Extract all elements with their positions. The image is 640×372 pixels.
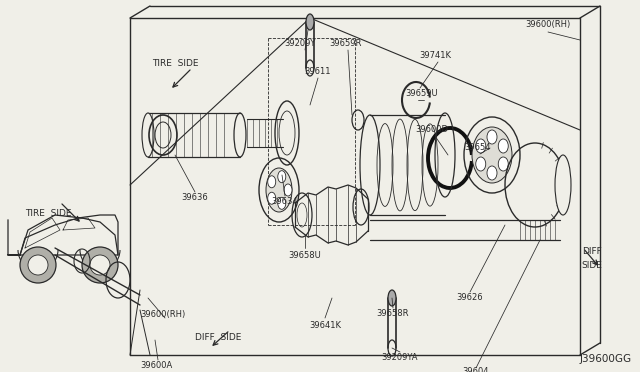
Ellipse shape — [472, 127, 512, 183]
Ellipse shape — [142, 113, 154, 157]
Text: 39654: 39654 — [465, 144, 492, 153]
Text: 39741K: 39741K — [419, 51, 451, 60]
Ellipse shape — [82, 247, 118, 283]
Text: 39600(RH): 39600(RH) — [140, 310, 186, 318]
Text: 39209YA: 39209YA — [381, 353, 419, 362]
Ellipse shape — [20, 247, 56, 283]
Text: 39636: 39636 — [182, 193, 209, 202]
Text: 39604: 39604 — [463, 368, 489, 372]
Ellipse shape — [284, 184, 292, 196]
Ellipse shape — [306, 14, 314, 30]
Text: 39209Y: 39209Y — [284, 39, 316, 48]
Ellipse shape — [266, 168, 292, 212]
Ellipse shape — [555, 155, 571, 215]
Ellipse shape — [268, 176, 276, 188]
Text: 39641K: 39641K — [309, 321, 341, 330]
Text: 39659U: 39659U — [406, 90, 438, 99]
Ellipse shape — [278, 197, 286, 209]
Ellipse shape — [388, 290, 396, 306]
Ellipse shape — [90, 255, 110, 275]
Text: 39600(RH): 39600(RH) — [525, 20, 571, 29]
Text: SIDE: SIDE — [582, 260, 602, 269]
Text: 39658R: 39658R — [377, 310, 409, 318]
Text: J39600GG: J39600GG — [580, 354, 632, 364]
Ellipse shape — [487, 166, 497, 180]
Text: TIRE  SIDE: TIRE SIDE — [25, 208, 71, 218]
Ellipse shape — [476, 139, 486, 153]
Text: 39600A: 39600A — [140, 362, 172, 371]
Text: 39626: 39626 — [457, 294, 483, 302]
Text: 39611: 39611 — [305, 67, 332, 77]
Text: DIFF: DIFF — [582, 247, 602, 257]
Text: DIFF  SIDE: DIFF SIDE — [195, 334, 241, 343]
Text: 39659R: 39659R — [329, 39, 361, 48]
Ellipse shape — [278, 171, 286, 183]
Ellipse shape — [476, 157, 486, 171]
Ellipse shape — [268, 192, 276, 204]
Ellipse shape — [499, 157, 508, 171]
Ellipse shape — [499, 139, 508, 153]
Text: 39658U: 39658U — [289, 250, 321, 260]
Text: 39634: 39634 — [272, 198, 298, 206]
Text: TIRE  SIDE: TIRE SIDE — [152, 58, 198, 67]
Text: 39600D: 39600D — [415, 125, 449, 135]
Ellipse shape — [487, 130, 497, 144]
Ellipse shape — [28, 255, 48, 275]
